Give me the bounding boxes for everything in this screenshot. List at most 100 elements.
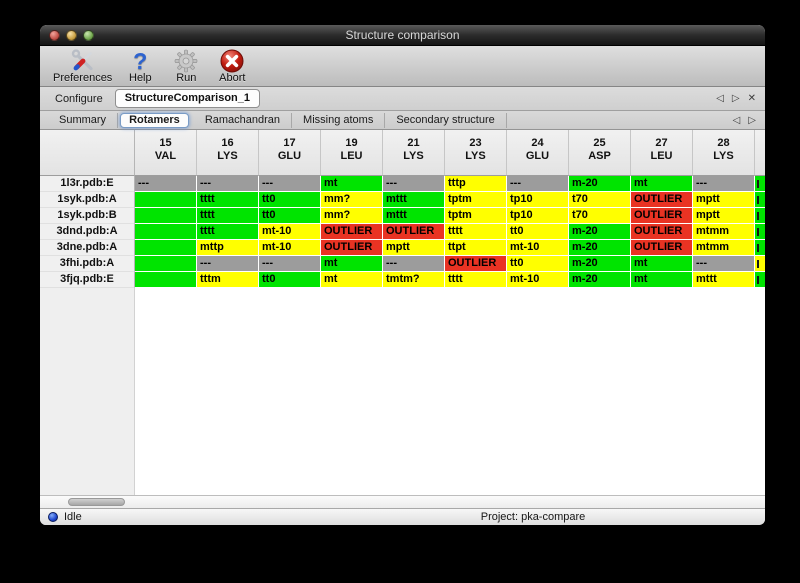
rotamer-cell[interactable]: t70	[569, 208, 631, 224]
minimize-window-button[interactable]	[66, 30, 77, 41]
rotamer-cell[interactable]: tttt	[197, 208, 259, 224]
next-tab-arrow-icon[interactable]: ▷	[748, 114, 756, 126]
rotamer-cell[interactable]: ---	[259, 256, 321, 272]
help-button[interactable]: ? Help	[117, 48, 163, 84]
rotamer-cell[interactable]: tt0	[507, 224, 569, 240]
rotamer-cell[interactable]: t	[135, 192, 197, 208]
next-config-arrow-icon[interactable]: ▷	[731, 93, 740, 104]
rotamer-cell[interactable]: ttpt	[445, 240, 507, 256]
rotamer-cell[interactable]: mt	[321, 256, 383, 272]
rotamer-cell[interactable]: mt-10	[259, 240, 321, 256]
rotamer-cell[interactable]: t70	[569, 192, 631, 208]
rotamer-cell-partial[interactable]	[755, 240, 765, 256]
rotamer-cell[interactable]: m-20	[569, 224, 631, 240]
rotamer-cell[interactable]: tt0	[507, 256, 569, 272]
rotamer-cell[interactable]: tp10	[507, 192, 569, 208]
rotamer-cell[interactable]: mttt	[693, 272, 755, 288]
row-label[interactable]: 3fjq.pdb:E	[40, 272, 135, 288]
rotamer-cell-partial[interactable]	[755, 224, 765, 240]
rotamer-cell[interactable]: OUTLIER	[631, 224, 693, 240]
row-label[interactable]: 3fhi.pdb:A	[40, 256, 135, 272]
rotamer-cell[interactable]: mttt	[383, 208, 445, 224]
rotamer-cell[interactable]: tptm	[445, 208, 507, 224]
tab-missing-atoms[interactable]: Missing atoms	[292, 112, 386, 128]
configure-tab[interactable]: StructureComparison_1	[114, 89, 261, 108]
rotamer-cell-partial[interactable]	[755, 272, 765, 288]
rotamer-cell[interactable]: OUTLIER	[631, 208, 693, 224]
rotamer-cell[interactable]: mt	[321, 176, 383, 192]
row-label[interactable]: 1syk.pdb:A	[40, 192, 135, 208]
tab-rotamers[interactable]: Rotamers	[120, 112, 189, 128]
rotamer-cell[interactable]: tttp	[445, 176, 507, 192]
scrollbar-thumb[interactable]	[68, 498, 125, 506]
rotamer-cell[interactable]: mt	[631, 272, 693, 288]
rotamer-cell[interactable]: tt0	[259, 192, 321, 208]
rotamer-cell[interactable]: mt	[631, 256, 693, 272]
tab-summary[interactable]: Summary	[48, 112, 119, 128]
close-config-icon[interactable]: ✕	[747, 93, 756, 104]
row-label[interactable]: 3dne.pdb:A	[40, 240, 135, 256]
rotamer-cell[interactable]: tmtm?	[383, 272, 445, 288]
preferences-button[interactable]: Preferences	[48, 48, 117, 84]
rotamer-cell[interactable]: mm?	[321, 208, 383, 224]
rotamer-cell[interactable]: mttt	[383, 192, 445, 208]
rotamer-cell[interactable]: t	[135, 256, 197, 272]
rotamer-cell[interactable]: tttt	[445, 224, 507, 240]
rotamer-cell[interactable]: ---	[135, 176, 197, 192]
run-button[interactable]: Run	[163, 48, 209, 84]
rotamer-cell[interactable]: t	[135, 208, 197, 224]
rotamer-cell[interactable]: tttm	[197, 272, 259, 288]
rotamer-cell[interactable]: mptt	[693, 192, 755, 208]
rotamer-cell-partial[interactable]	[755, 256, 765, 272]
rotamer-cell[interactable]: ---	[259, 176, 321, 192]
rotamer-cell[interactable]: ---	[507, 176, 569, 192]
rotamer-cell[interactable]: tt0	[259, 208, 321, 224]
rotamer-cell[interactable]: OUTLIER	[321, 224, 383, 240]
abort-button[interactable]: Abort	[209, 48, 255, 84]
rotamer-cell[interactable]: OUTLIER	[383, 224, 445, 240]
rotamer-cell[interactable]: tttt	[197, 224, 259, 240]
rotamer-cell[interactable]: mm?	[321, 192, 383, 208]
rotamer-cell[interactable]: ---	[197, 176, 259, 192]
row-label[interactable]: 1syk.pdb:B	[40, 208, 135, 224]
rotamer-cell[interactable]: tt0	[259, 272, 321, 288]
rotamer-cell[interactable]: OUTLIER	[321, 240, 383, 256]
rotamer-cell[interactable]: m-20	[569, 256, 631, 272]
rotamer-cell[interactable]: t	[135, 272, 197, 288]
prev-config-arrow-icon[interactable]: ◁	[716, 93, 724, 104]
rotamer-cell[interactable]: mt-10	[507, 240, 569, 256]
rotamer-cell[interactable]: OUTLIER	[631, 240, 693, 256]
close-window-button[interactable]	[49, 30, 60, 41]
rotamer-cell[interactable]: tttt	[445, 272, 507, 288]
rotamer-cell[interactable]: tttt	[197, 192, 259, 208]
rotamer-cell[interactable]: mt	[321, 272, 383, 288]
row-label[interactable]: 1l3r.pdb:E	[40, 176, 135, 192]
rotamer-cell[interactable]: ---	[383, 256, 445, 272]
rotamer-cell-partial[interactable]	[755, 192, 765, 208]
rotamer-cell[interactable]: ---	[197, 256, 259, 272]
rotamer-cell[interactable]: m-20	[569, 272, 631, 288]
rotamer-cell[interactable]: mt	[631, 176, 693, 192]
rotamer-cell[interactable]: mtmm	[693, 224, 755, 240]
rotamer-cell[interactable]: t	[135, 224, 197, 240]
tab-ramachandran[interactable]: Ramachandran	[194, 112, 293, 128]
rotamer-cell[interactable]: tptm	[445, 192, 507, 208]
horizontal-scrollbar[interactable]	[40, 495, 765, 508]
rotamer-cell[interactable]: ---	[693, 256, 755, 272]
rotamer-cell[interactable]: ---	[383, 176, 445, 192]
rotamer-cell[interactable]: m-20	[569, 240, 631, 256]
rotamer-cell[interactable]: mtmm	[693, 240, 755, 256]
rotamer-cell[interactable]: mt-10	[507, 272, 569, 288]
tab-secondary-structure[interactable]: Secondary structure	[385, 112, 507, 128]
rotamer-cell-partial[interactable]	[755, 176, 765, 192]
rotamer-cell[interactable]: mttp	[197, 240, 259, 256]
zoom-window-button[interactable]	[83, 30, 94, 41]
rotamer-cell[interactable]: mptt	[693, 208, 755, 224]
rotamer-cell[interactable]: m-20	[569, 176, 631, 192]
rotamer-cell-partial[interactable]	[755, 208, 765, 224]
rotamer-cell[interactable]: OUTLIER	[631, 192, 693, 208]
rotamer-cell[interactable]: mptt	[383, 240, 445, 256]
rotamer-cell[interactable]: mt-10	[259, 224, 321, 240]
rotamer-cell[interactable]: t	[135, 240, 197, 256]
prev-tab-arrow-icon[interactable]: ◁	[732, 114, 741, 126]
